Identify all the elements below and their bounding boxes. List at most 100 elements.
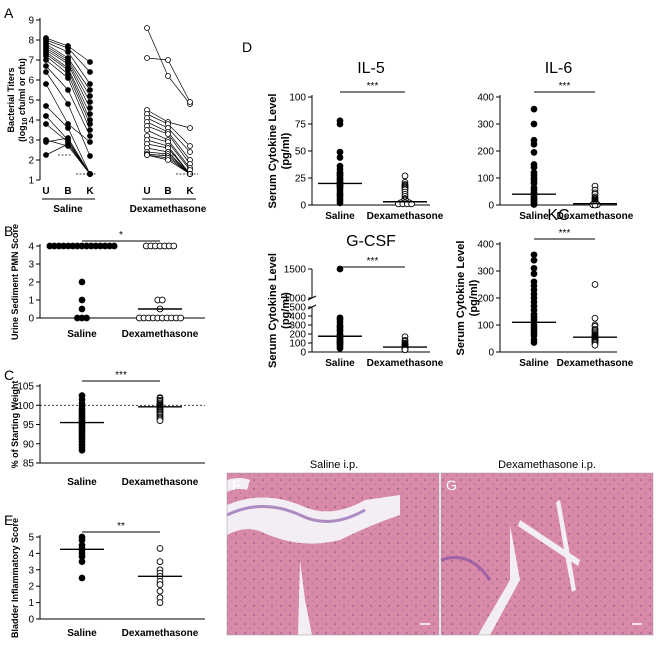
panel-letter-b: B [4,223,13,239]
panel-letter-a: A [4,5,14,21]
panel-gcsf-ytick-label: 100 [289,339,306,350]
panel-gcsf-point [336,265,344,273]
panel-il5-xtick-label: Dexamethasone [367,211,444,222]
panel-letter-c: C [4,367,14,383]
panel-e-ytick-label: 2 [28,582,34,593]
panel-il5-ylabel-line2: (pg/ml) [280,132,292,169]
panel-b-ytick-label: 3 [28,260,34,271]
panel-gcsf-title: G-CSF [346,233,396,250]
panel-a-ylabel-subscript: 10 [22,118,29,126]
panel-kc-xtick-label: Dexamethasone [557,358,634,369]
panel-gcsf-ytick-label: 0 [300,348,306,359]
panel-a-ytick-label: 4 [28,116,34,127]
panel-e-point [78,558,86,565]
panel-c-ytick-label: 95 [23,420,35,431]
panel-a-ytick-label: 9 [28,16,34,27]
panel-a-trajectory [146,27,191,105]
panel-b-point [78,305,86,313]
panel-a-point [87,81,93,87]
panel-c-significance-label: *** [115,370,127,381]
panel-il5-point [336,148,344,156]
panel-a-ytick-label: 5 [28,96,34,107]
panel-a-ytick-label: 3 [28,136,34,147]
panel-c-point [156,417,164,425]
panel-c-xtick-label: Saline [67,477,97,488]
panel-a-point [87,93,93,99]
panel-a-point [65,125,71,131]
panel-e-xtick-label: Saline [67,628,97,639]
panel-il6-point [530,140,538,148]
panel-a-point [65,141,71,147]
panel-il5-point [336,199,344,207]
panel-gcsf-ytick-label: 1500 [284,265,307,276]
panel-a-xtick-label: B [164,186,171,197]
panel-e-point [78,574,86,582]
panel-e-ytick-label: 3 [28,565,34,576]
histology-image-g: Dexamethasone i.p. G [440,459,654,636]
panel-il6-point [530,201,538,208]
panel-kc-point [591,281,599,288]
panel-kc-point [591,341,599,349]
panel-kc-ylabel-line2: (pg/ml) [468,279,480,316]
panel-a-point [165,73,171,79]
panel-a-point [43,81,49,87]
panel-e-xtick-label: Dexamethasone [122,628,199,639]
panel-b-xtick-label: Saline [67,329,97,340]
panel-b-xtick-label: Dexamethasone [122,329,199,340]
panel-il6-ytick-label: 200 [477,147,494,158]
panel-a-point [187,143,193,149]
panel-a-point [65,87,71,93]
panel-b-point [158,296,166,304]
panel-il6-ytick-label: 0 [488,201,494,212]
panel-e-point [156,599,164,606]
panel-il6-xtick-label: Saline [519,211,549,222]
panel-b-ytick-label: 1 [28,296,34,307]
panel-gcsf-xtick-label: Saline [325,358,355,369]
panel-b-ylabel: Urine Sediment PMN Score [10,224,20,340]
panel-kc-point [530,270,538,278]
panel-b-ytick-label: 0 [28,314,34,325]
panel-gcsf-point [336,345,344,352]
panel-kc-point [530,264,538,272]
panel-il5-ytick-label: 100 [289,93,306,104]
panel-gcsf-ytick-label: 300 [289,321,306,332]
panel-il6-point [530,105,538,113]
panel-b-point [177,314,185,322]
panel-letter-d: D [242,39,252,55]
panel-a-xtick-label: U [42,186,49,197]
panel-a-ytick-label: 6 [28,76,34,87]
panel-e-significance-label: ** [117,521,125,532]
panel-a-point [43,121,49,127]
panel-kc-ylabel: Serum Cytokine Level(pg/ml) [455,241,480,356]
panel-il5-point [336,120,344,128]
panel-gcsf-ytick-label: 200 [289,330,306,341]
panel-il5-ytick-label: 50 [295,147,307,158]
panel-gcsf-ytick-label: 400 [289,312,306,323]
panel-c-ytick-label: 85 [23,459,35,470]
panel-il6-title: IL-6 [545,60,573,77]
panel-a-trajectory [45,123,91,175]
panel-il5-xtick-label: Saline [325,211,355,222]
panel-a-ytick-label: 1 [28,176,34,187]
panel-a-xtick-label: B [64,186,71,197]
panel-kc-ytick-label: 0 [488,348,494,359]
panel-a-xtick-label: K [186,186,194,197]
panel-b-point [78,278,86,286]
panel-e-ytick-label: 5 [28,533,34,544]
panel-a-point [87,139,93,145]
panel-a-point [165,57,171,63]
panel-a-point [165,157,171,163]
panel-letter-e: E [4,512,13,528]
panel-a-point [144,25,150,31]
panel-e-ytick-label: 0 [28,615,34,626]
panel-b-ytick-label: 2 [28,278,34,289]
panel-kc-title: KC [547,207,569,224]
panel-a-point [43,103,49,109]
panel-kc-xtick-label: Saline [519,358,549,369]
panel-b-point [170,242,178,250]
panel-il6-ytick-label: 100 [477,174,494,185]
panel-il5-ytick-label: 25 [295,174,307,185]
panel-b-point [83,314,90,322]
panel-a-point [87,99,93,105]
